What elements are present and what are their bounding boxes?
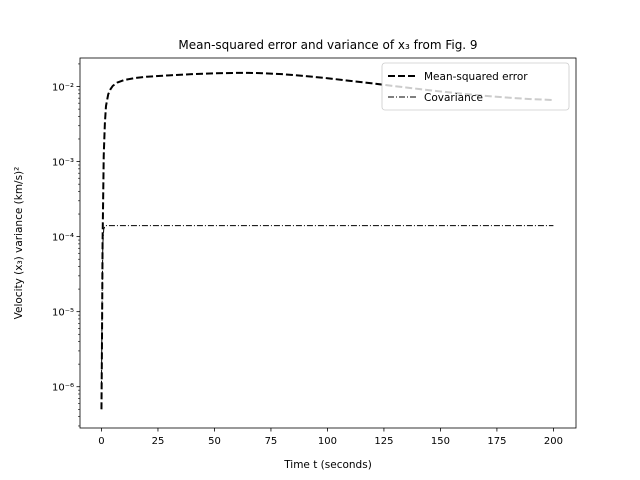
y-tick-label: 10⁻⁵ [52, 308, 74, 319]
x-axis-label: Time t (seconds) [283, 459, 372, 471]
legend-box [381, 62, 570, 111]
chart-title: Mean-squared error and variance of x₃ fr… [178, 38, 477, 52]
x-tick-label: 200 [544, 436, 563, 447]
x-tick-label: 125 [374, 436, 393, 447]
legend: Mean-squared error Covariance [381, 62, 570, 111]
y-tick-label: 10⁻⁴ [52, 233, 74, 244]
x-tick-label: 75 [265, 436, 278, 447]
axis-ticks: 0 25 50 75 100 125 150 175 200 10⁻⁶ 10⁻⁵ 10⁻⁴ 10⁻³ 10… [52, 63, 563, 447]
x-tick-label: 0 [98, 436, 104, 447]
y-tick-label: 10⁻² [52, 83, 74, 94]
x-tick-label: 175 [487, 436, 506, 447]
x-tick-label: 50 [208, 436, 221, 447]
legend-label-mse: Mean-squared error [424, 71, 528, 83]
y-axis-label: Velocity (x₃) variance (km/s)² [13, 167, 25, 320]
x-tick-label: 25 [152, 436, 165, 447]
y-tick-label: 10⁻³ [52, 158, 74, 169]
legend-label-covariance: Covariance [424, 92, 483, 104]
x-tick-label: 100 [318, 436, 337, 447]
axes-frame [79, 57, 577, 429]
y-tick-label: 10⁻⁶ [52, 383, 74, 394]
series-line-covariance [100, 225, 554, 387]
x-tick-label: 150 [431, 436, 450, 447]
